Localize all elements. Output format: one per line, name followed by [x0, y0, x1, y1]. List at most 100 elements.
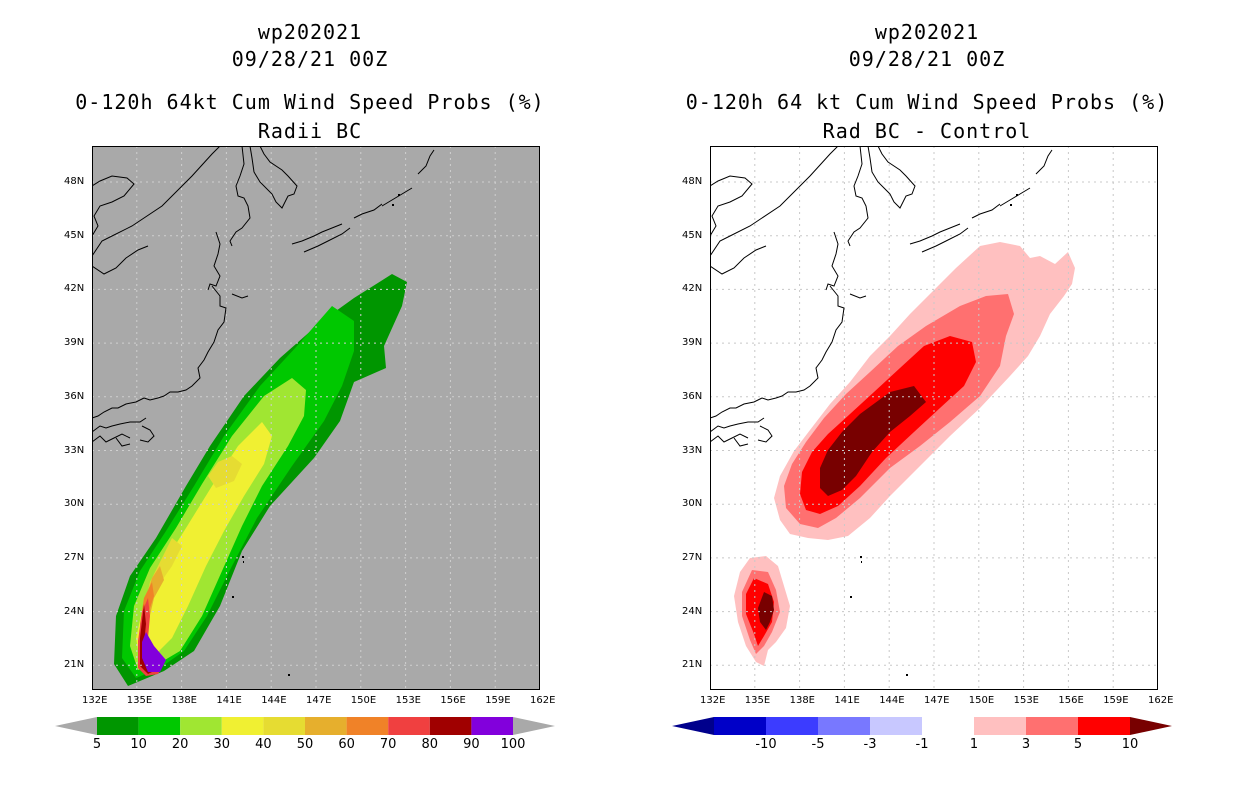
right-colorbar	[672, 717, 1172, 735]
right-colorbar-label: -3	[863, 737, 877, 752]
right-colorbar-swatch	[766, 717, 818, 735]
left-lat-label: 45N	[64, 229, 85, 241]
right-map-border	[710, 146, 1158, 690]
right-colorbar-swatch	[1078, 717, 1130, 735]
right-colorbar-label: 1	[969, 737, 979, 752]
left-lon-label: 162E	[530, 695, 556, 706]
right-difference-map	[710, 146, 1158, 690]
right-colorbar-swatch	[922, 717, 974, 735]
left-lat-label: 21N	[64, 659, 85, 671]
right-colorbar-label: -10	[755, 737, 777, 752]
left-lon-label: 144E	[261, 695, 287, 706]
left-lat-label: 42N	[64, 283, 85, 295]
right-lat-label: 24N	[682, 605, 703, 617]
left-subtitle: Radii BC	[257, 119, 363, 143]
right-colorbar-low-arrow	[672, 717, 714, 735]
right-title: 0-120h 64 kt Cum Wind Speed Probs (%)	[685, 90, 1169, 114]
right-lat-label: 48N	[682, 176, 703, 187]
right-lat-label: 39N	[682, 337, 703, 349]
right-colorbar-swatch	[870, 717, 922, 735]
left-colorbar-high-arrow	[513, 717, 555, 735]
left-small-islands	[232, 194, 400, 676]
right-grid	[710, 146, 1158, 690]
left-lon-label: 150E	[350, 695, 377, 706]
left-title: 0-120h 64kt Cum Wind Speed Probs (%)	[75, 90, 545, 114]
right-lat-label: 21N	[682, 659, 703, 671]
left-colorbar-label: 90	[463, 737, 480, 752]
diff-gt10	[820, 386, 926, 496]
right-lon-label: 135E	[744, 695, 771, 706]
right-colorbar-label: 5	[1073, 737, 1083, 752]
left-colorbar-label: 30	[213, 737, 231, 752]
left-colorbar-swatch	[221, 717, 264, 735]
right-colorbar-label: 10	[1121, 737, 1139, 752]
left-colorbar-label: 20	[171, 737, 189, 752]
right-lat-label: 45N	[682, 229, 703, 241]
left-colorbar-label: 40	[255, 737, 272, 752]
left-date: 09/28/21 00Z	[231, 47, 389, 71]
left-colorbar-label: 50	[296, 737, 314, 752]
contour-40pct	[208, 456, 242, 488]
left-colorbar-swatch	[263, 717, 305, 735]
right-colorbar-swatch	[818, 717, 870, 735]
right-colorbar-high-arrow	[1130, 717, 1172, 735]
right-lat-label: 27N	[682, 551, 703, 563]
right-colorbar-label: -1	[915, 737, 929, 752]
left-coastlines	[92, 146, 435, 447]
left-colorbar-label: 5	[92, 737, 102, 752]
left-colorbar-swatch	[305, 717, 347, 735]
contour-40pct-south	[142, 538, 182, 636]
right-coastlines	[710, 146, 1053, 447]
left-colorbar	[55, 717, 555, 735]
right-lon-label: 147E	[924, 695, 950, 706]
right-small-islands	[850, 194, 1018, 676]
left-storm-id: wp202021	[257, 20, 363, 44]
right-colorbar-swatch	[714, 717, 766, 735]
left-lon-label: 156E	[440, 695, 466, 706]
left-colorbar-swatch	[429, 717, 472, 735]
right-lon-label: 159E	[1103, 695, 1129, 706]
left-lat-label: 24N	[64, 605, 85, 617]
right-lat-label: 33N	[682, 444, 703, 456]
diff-south-gt10	[758, 592, 774, 630]
left-lat-label: 39N	[64, 337, 85, 349]
left-lat-label: 33N	[64, 444, 85, 456]
right-lon-label: 132E	[700, 695, 726, 706]
right-colorbar-swatch	[1026, 717, 1078, 735]
right-lat-label: 36N	[682, 390, 703, 402]
left-colorbar-label: 70	[379, 737, 397, 752]
left-lon-label: 138E	[171, 695, 197, 706]
contour-30pct	[136, 422, 272, 662]
right-storm-id: wp202021	[874, 20, 980, 44]
left-colorbar-swatch	[471, 717, 513, 735]
left-colorbar-label: 100	[500, 737, 526, 752]
left-colorbar-label: 10	[130, 737, 147, 752]
right-lon-label: 138E	[789, 695, 815, 706]
left-lat-label: 30N	[64, 498, 85, 510]
right-colorbar-swatch	[974, 717, 1026, 735]
left-colorbar-label: 80	[421, 737, 439, 752]
right-lon-label: 144E	[879, 695, 905, 706]
left-lat-label: 27N	[64, 551, 85, 563]
left-colorbar-swatch	[138, 717, 181, 735]
right-lon-label: 156E	[1058, 695, 1084, 706]
left-map-border	[92, 146, 540, 690]
right-lat-label: 42N	[682, 283, 703, 295]
left-lat-label: 36N	[64, 390, 85, 402]
right-date: 09/28/21 00Z	[848, 47, 1006, 71]
left-colorbar-swatch	[388, 717, 430, 735]
contour-90pct	[142, 632, 166, 672]
left-lon-label: 159E	[485, 695, 511, 706]
left-colorbar-swatch	[180, 717, 222, 735]
right-subtitle: Rad BC - Control	[822, 119, 1032, 143]
left-colorbar-swatch	[97, 717, 139, 735]
right-colorbar-label: 3	[1021, 737, 1031, 752]
right-lon-label: 150E	[968, 695, 995, 706]
right-colorbar-label: -5	[811, 737, 825, 752]
left-lon-label: 132E	[82, 695, 108, 706]
right-lat-label: 30N	[682, 498, 703, 510]
left-probability-map	[92, 146, 540, 690]
right-lon-label: 162E	[1148, 695, 1174, 706]
left-lon-label: 135E	[126, 695, 153, 706]
left-grid	[92, 146, 540, 690]
